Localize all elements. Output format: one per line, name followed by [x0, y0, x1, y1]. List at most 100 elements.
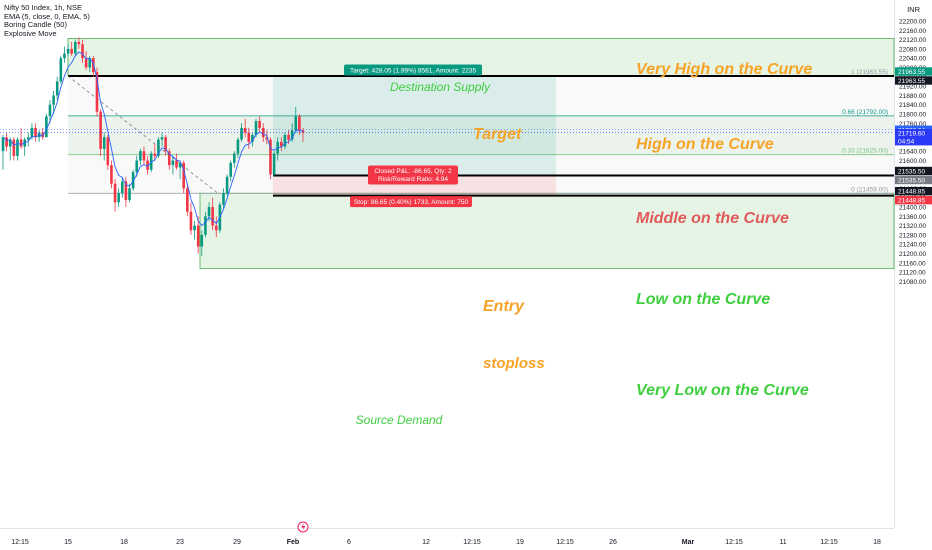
candle-body: [120, 181, 124, 194]
indicator-boring-candle[interactable]: Boring Candle (50): [4, 20, 67, 30]
x-tick-label: 23: [176, 539, 184, 546]
annotation-very-low-on-the-curve: Very Low on the Curve: [636, 382, 809, 399]
annotation-destination-supply: Destination Supply: [390, 80, 491, 94]
x-tick-label: 12:15: [556, 539, 574, 546]
candle-body: [153, 153, 157, 156]
price-label-bg: [895, 136, 932, 146]
indicator-ema[interactable]: EMA (5, close, 0, EMA, 5): [4, 11, 90, 21]
annotation-low-on-the-curve: Low on the Curve: [636, 291, 770, 308]
y-tick-label: 21640.00: [899, 149, 926, 156]
annotation-source-demand: Source Demand: [356, 413, 443, 427]
fib-level-label: 0.66 (21792.00): [842, 109, 888, 116]
candle-body: [167, 151, 171, 166]
candle-body: [8, 139, 12, 147]
y-tick-label: 22080.00: [899, 46, 926, 53]
position-stop-label-bg: [350, 196, 472, 208]
candle-body: [70, 48, 73, 54]
price-label-bg: [895, 186, 932, 196]
candle-body: [157, 139, 160, 156]
candle-body: [41, 132, 45, 138]
price-label: 21535.50: [898, 168, 925, 175]
x-tick-label: 18: [120, 539, 128, 546]
candle-body: [225, 176, 229, 194]
price-label: 21535.50: [898, 177, 925, 184]
candle-body: [283, 134, 287, 147]
candle-body: [243, 127, 247, 133]
position-stop-label: Stop: 86.65 (0.40%) 1733, Amount: 750: [354, 199, 469, 206]
candle-body: [182, 162, 186, 189]
candle-body: [135, 160, 139, 173]
candle-body: [222, 193, 225, 205]
x-tick-label: Feb: [287, 539, 299, 546]
y-tick-label: 21200.00: [899, 251, 926, 258]
chart-header: Nifty 50 Index, 1h, NSE EMA (5, close, 0…: [4, 3, 90, 38]
candle-body: [265, 137, 269, 140]
price-label-bg: [895, 175, 932, 185]
y-tick-label: 21600.00: [899, 158, 926, 165]
candle-body: [272, 153, 276, 175]
candle-body: [128, 188, 131, 201]
candle-body: [59, 58, 63, 82]
candle-body: [251, 134, 254, 142]
candle-body: [113, 183, 117, 203]
candle-body: [52, 95, 55, 105]
candle-body: [301, 130, 305, 133]
annotation-middle-on-the-curve: Middle on the Curve: [636, 210, 789, 227]
candle-body: [229, 162, 233, 177]
zone-demand: [199, 192, 895, 270]
candle-body: [211, 207, 214, 226]
indicator-explosive-move[interactable]: Explosive Move: [4, 28, 57, 38]
annotation-stoploss: stoploss: [483, 355, 545, 372]
candle-body: [99, 111, 102, 149]
candle-body: [55, 81, 59, 96]
position-closed-bg: [368, 165, 458, 185]
candle-body: [131, 172, 135, 189]
candle-body: [139, 151, 142, 161]
symbol-title[interactable]: Nifty 50 Index, 1h, NSE: [4, 3, 82, 12]
currency-label: INR: [907, 5, 920, 14]
candle-body: [142, 151, 146, 161]
candle-body: [63, 53, 66, 59]
candle-body: [48, 104, 52, 117]
fib-mid-band: [68, 115, 894, 155]
candle-body: [193, 225, 196, 231]
x-tick-label: 6: [347, 539, 351, 546]
x-tick-label: 12:15: [725, 539, 743, 546]
candle-body: [77, 41, 81, 45]
y-tick-label: 21360.00: [899, 214, 926, 221]
candle-body: [189, 211, 193, 231]
candle-body: [269, 139, 272, 175]
candle-body: [88, 58, 92, 68]
candle-body: [258, 120, 261, 128]
y-tick-label: 22160.00: [899, 28, 926, 35]
candle-body: [16, 139, 19, 156]
y-tick-label: 21120.00: [899, 270, 926, 277]
y-tick-label: 21080.00: [899, 279, 926, 286]
candle-body: [92, 58, 95, 73]
y-tick-label: 21400.00: [899, 205, 926, 212]
x-tick-label: Mar: [682, 539, 695, 546]
candle-body: [204, 216, 207, 235]
candle-body: [298, 116, 301, 131]
price-label-bg: [895, 195, 932, 205]
candle-body: [240, 127, 243, 140]
candle-body: [186, 188, 189, 212]
annotation-target: Target: [473, 126, 522, 143]
candle-body: [30, 127, 34, 138]
annotation-very-high-on-the-curve: Very High on the Curve: [636, 61, 812, 78]
x-tick-label: 19: [516, 539, 524, 546]
candle-body: [45, 116, 48, 138]
y-tick-label: 21920.00: [899, 84, 926, 91]
position-stop-area: [273, 175, 556, 196]
lightning-icon: [301, 523, 306, 531]
candle-body: [261, 127, 265, 138]
candle-body: [106, 137, 110, 166]
candle-body: [294, 116, 298, 131]
candle-body: [178, 162, 182, 168]
position-risk-label: Risk/Reward Ratio: 4.94: [378, 176, 448, 183]
candle-body: [254, 120, 258, 135]
candle-body: [1, 137, 5, 152]
y-tick-label: 22040.00: [899, 56, 926, 63]
candle-body: [207, 207, 211, 217]
